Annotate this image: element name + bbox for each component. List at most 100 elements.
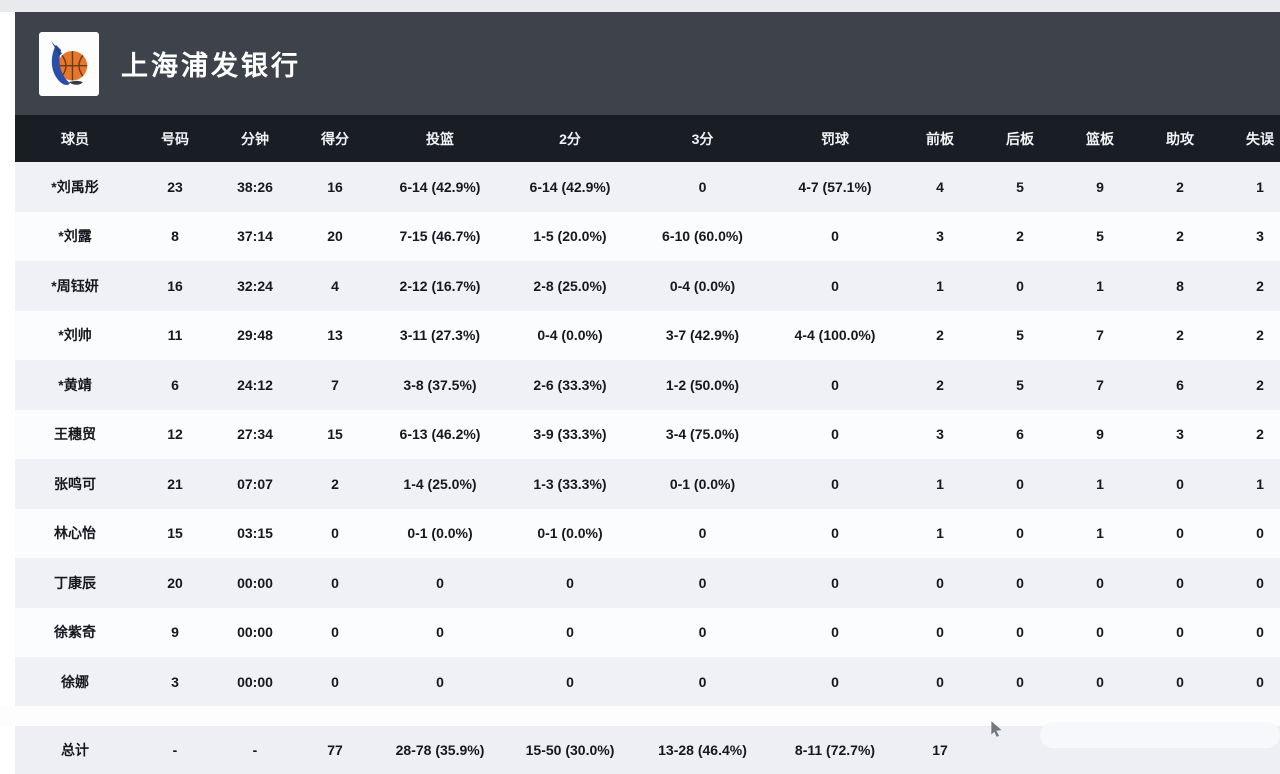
column-header: 罚球 <box>821 130 849 147</box>
stat-cell: 3-11 (27.3%) <box>399 327 481 344</box>
stat-cell: 1 <box>1096 277 1104 294</box>
table-row: 林心怡 15 03:15 0 0-1 (0.0%) 0-1 (0.0%) 0 0 1 0 1 0 0 <box>15 508 1280 558</box>
stat-cell: 2 <box>1256 277 1264 294</box>
stat-cell: 0-1 (0.0%) <box>407 525 473 542</box>
swordfish-basketball-icon <box>50 40 88 85</box>
stat-cell: 0 <box>831 376 839 393</box>
table-row: 丁康辰 20 00:00 0 0 0 0 0 0 0 0 0 0 <box>15 558 1280 608</box>
stat-cell: 0 <box>436 624 444 641</box>
stat-cell: 11 <box>167 327 183 344</box>
table-row: *黄靖 6 24:12 7 3-8 (37.5%) 2-6 (33.3%) 1-2 (50.… <box>15 360 1280 410</box>
stat-cell: 0 <box>1176 673 1184 690</box>
stat-cell: 0 <box>936 673 944 690</box>
stat-cell: 7 <box>1096 376 1104 393</box>
team-logo <box>39 31 99 96</box>
stat-cell: 7 <box>1096 327 1104 344</box>
stat-cell: 0 <box>1176 624 1184 641</box>
stat-cell: 1 <box>1256 475 1264 492</box>
stat-cell: 32:24 <box>237 277 273 294</box>
stat-cell: 3 <box>936 426 944 443</box>
stat-cell: 03:15 <box>237 525 273 542</box>
stat-cell: 0 <box>1256 574 1264 591</box>
table-row: *刘露 8 37:14 20 7-15 (46.7%) 1-5 (20.0%) 6-10 (… <box>15 211 1280 261</box>
stat-cell: 2 <box>936 327 944 344</box>
team-header-bar: 上海浦发银行 <box>15 12 1280 115</box>
table-row: 徐紫奇 9 00:00 0 0 0 0 0 0 0 0 0 0 <box>15 607 1280 657</box>
stat-cell: 2 <box>1256 327 1264 344</box>
table-row: 徐娜 3 00:00 0 0 0 0 0 0 0 0 0 0 <box>15 657 1280 707</box>
column-header: 分钟 <box>241 130 269 147</box>
stat-cell: 0 <box>1096 574 1104 591</box>
stat-cell: 5 <box>1016 178 1024 195</box>
stat-cell: 6 <box>1016 426 1024 443</box>
stat-cell: 00:00 <box>237 574 273 591</box>
stat-cell: 0 <box>566 574 574 591</box>
column-header: 得分 <box>321 130 349 147</box>
stat-cell: 3 <box>1256 228 1264 245</box>
stat-cell: 5 <box>1096 228 1104 245</box>
stat-cell: 0 <box>831 574 839 591</box>
stat-cell: 0 <box>936 624 944 641</box>
totals-cell: 8-11 (72.7%) <box>794 742 876 758</box>
player-name-cell: 丁康辰 <box>54 574 96 591</box>
stat-cell: 3 <box>1176 426 1184 443</box>
horizontal-scrollbar[interactable] <box>0 706 1280 726</box>
stat-cell: 3 <box>171 673 179 690</box>
stat-cell: 0 <box>1256 525 1264 542</box>
table-body: *刘禹彤 23 38:26 16 6-14 (42.9%) 6-14 (42.9%) 0 4-… <box>15 162 1280 707</box>
stat-cell: 0-1 (0.0%) <box>669 475 736 492</box>
stat-cell: 1 <box>1096 475 1104 492</box>
stat-cell: 0 <box>936 574 944 591</box>
table-row: *刘帅 11 29:48 13 3-11 (27.3%) 0-4 (0.0%) 3-7 (4… <box>15 310 1280 360</box>
stat-cell: 0 <box>698 624 707 641</box>
stat-cell: 20 <box>327 228 343 245</box>
stat-cell: 1 <box>1256 178 1264 195</box>
totals-cell: - <box>252 742 258 758</box>
stat-cell: 2-8 (25.0%) <box>533 277 607 294</box>
stat-cell: 7 <box>331 376 339 393</box>
stat-cell: 2 <box>331 475 339 492</box>
stat-cell: 0-4 (0.0%) <box>537 327 603 344</box>
stat-cell: 6-10 (60.0%) <box>662 228 743 245</box>
stat-cell: 0 <box>1096 673 1104 690</box>
stat-cell: 1-3 (33.3%) <box>533 475 607 492</box>
player-name-cell: 徐娜 <box>61 673 89 690</box>
stat-cell: 24:12 <box>237 376 273 393</box>
stat-cell: 37:14 <box>237 228 273 245</box>
stat-cell: 8 <box>1176 277 1184 294</box>
player-name-cell: 王穗贸 <box>54 426 96 443</box>
stat-cell: 15 <box>167 525 183 542</box>
stat-cell: 16 <box>167 277 183 294</box>
stat-cell: 00:00 <box>237 624 273 641</box>
stat-cell: 20 <box>167 574 183 591</box>
stat-cell: 07:07 <box>237 475 273 492</box>
stat-cell: 6 <box>171 376 179 393</box>
stat-cell: 3-7 (42.9%) <box>665 327 740 344</box>
stat-cell: 0-4 (0.0%) <box>669 277 736 294</box>
stat-cell: 1-2 (50.0%) <box>665 376 740 393</box>
stat-cell: 9 <box>171 624 179 641</box>
table-row: 张鸣可 21 07:07 2 1-4 (25.0%) 1-3 (33.3%) 0-1 (0.… <box>15 459 1280 509</box>
stat-cell: 5 <box>1016 376 1024 393</box>
stat-cell: 2 <box>1176 327 1184 344</box>
stat-cell: 3-4 (75.0%) <box>665 426 740 443</box>
stat-cell: 2 <box>1016 228 1024 245</box>
column-header: 前板 <box>926 130 954 147</box>
stat-cell: 21 <box>167 475 183 492</box>
totals-cell: 15-50 (30.0%) <box>525 742 615 758</box>
stat-cell: 4-4 (100.0%) <box>794 327 876 344</box>
stat-cell: 6 <box>1176 376 1184 393</box>
player-name-cell: 张鸣可 <box>54 475 96 492</box>
player-name-cell: *刘露 <box>58 228 92 245</box>
stat-cell: 6-13 (46.2%) <box>399 426 481 443</box>
stat-cell: 0 <box>698 574 707 591</box>
stat-cell: 4-7 (57.1%) <box>798 178 872 195</box>
stat-cell: 0 <box>331 624 339 641</box>
totals-cell: 总计 <box>61 742 89 758</box>
stat-cell: 1 <box>1096 525 1104 542</box>
stat-cell: 2 <box>936 376 944 393</box>
column-header: 球员 <box>61 130 89 147</box>
cursor-highlight <box>1040 722 1280 748</box>
stat-cell: 38:26 <box>237 178 273 195</box>
stat-cell: 2 <box>1256 426 1264 443</box>
